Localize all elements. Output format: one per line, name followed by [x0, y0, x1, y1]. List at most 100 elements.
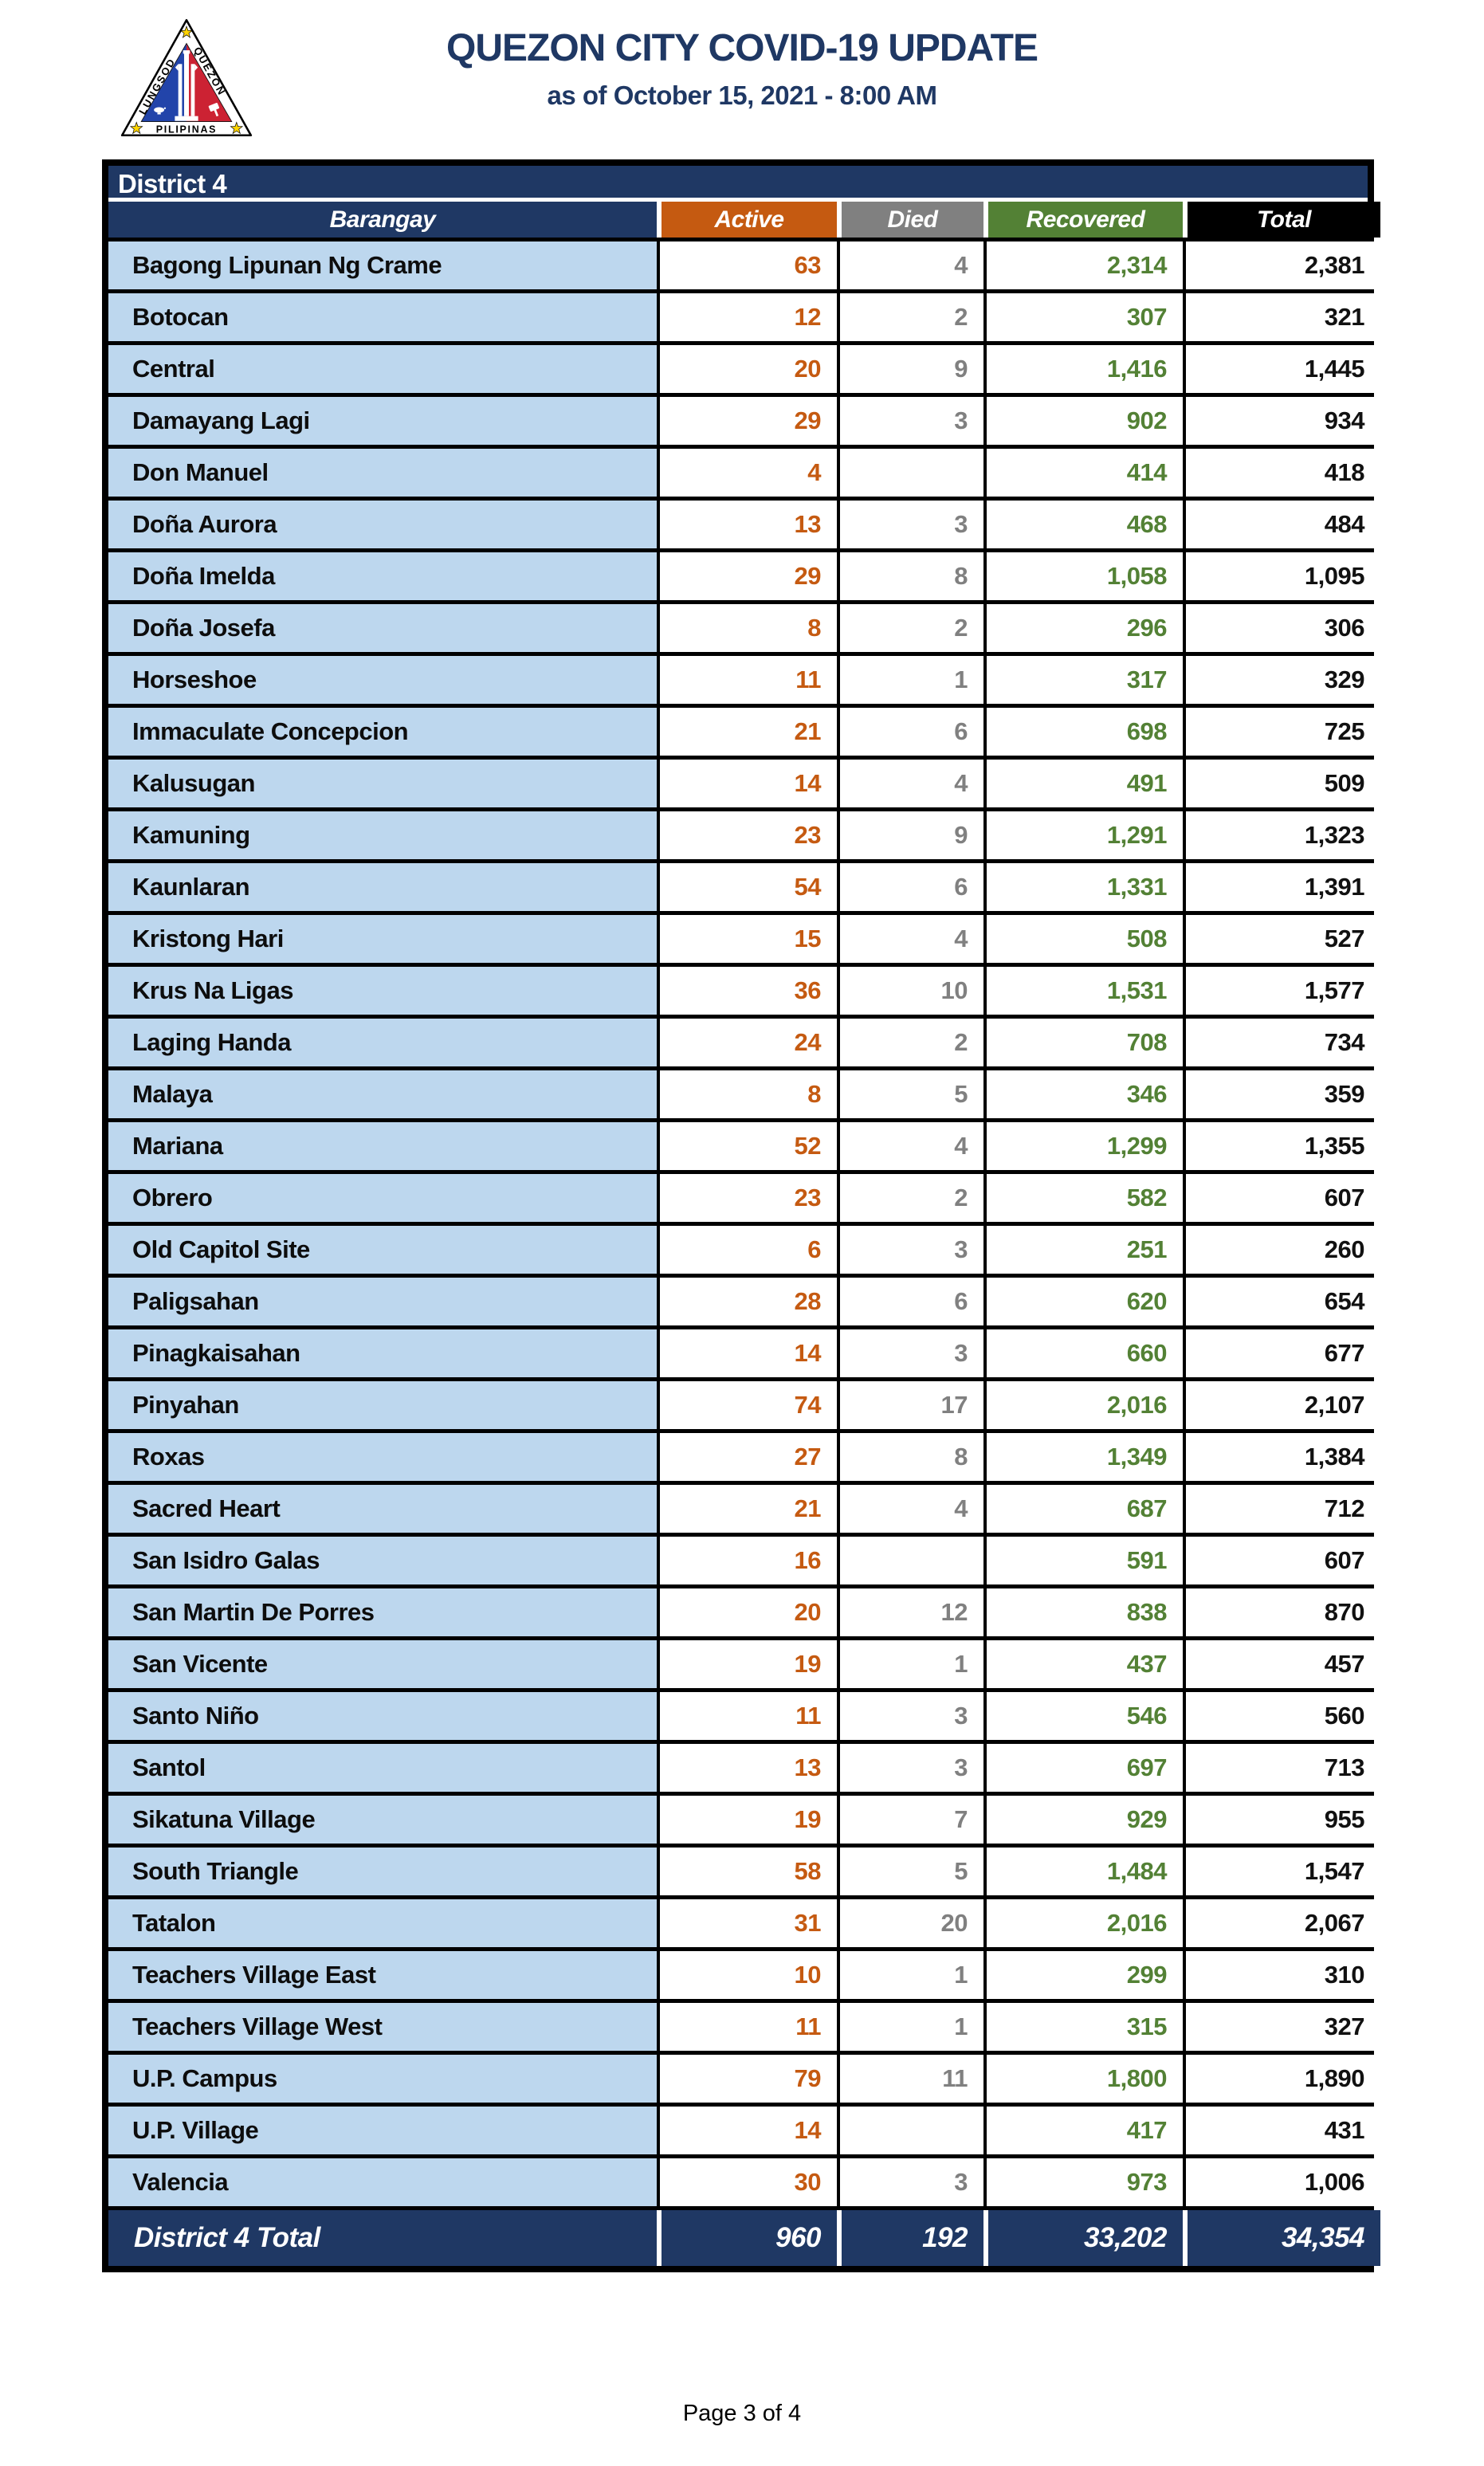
barangay-name-cell: Krus Na Ligas [108, 967, 657, 1015]
active-cell: 13 [657, 1744, 837, 1792]
recovered-cell: 508 [983, 915, 1183, 963]
total-cell: 306 [1183, 604, 1380, 652]
total-cell: 677 [1183, 1329, 1380, 1377]
active-cell: 15 [657, 915, 837, 963]
died-cell: 6 [837, 1278, 983, 1325]
active-cell: 19 [657, 1796, 837, 1844]
barangay-name-cell: San Vicente [108, 1640, 657, 1688]
active-cell: 79 [657, 2055, 837, 2103]
died-cell: 4 [837, 1122, 983, 1170]
barangay-name-cell: Central [108, 345, 657, 393]
barangay-name-cell: Damayang Lagi [108, 397, 657, 445]
table-row: Kalusugan 14 4 491 509 [108, 756, 1380, 807]
total-cell: 870 [1183, 1588, 1380, 1636]
district-total-total: 34,354 [1183, 2210, 1380, 2266]
total-cell: 527 [1183, 915, 1380, 963]
died-cell: 3 [837, 397, 983, 445]
active-cell: 20 [657, 345, 837, 393]
table-row: U.P. Village 14 417 431 [108, 2103, 1380, 2154]
table-row: Krus Na Ligas 36 10 1,531 1,577 [108, 963, 1380, 1015]
active-cell: 16 [657, 1537, 837, 1584]
table-row: Teachers Village East 10 1 299 310 [108, 1947, 1380, 1999]
table-row: Tatalon 31 20 2,016 2,067 [108, 1895, 1380, 1947]
barangay-name-cell: Santol [108, 1744, 657, 1792]
barangay-name-cell: Malaya [108, 1070, 657, 1118]
active-cell: 58 [657, 1848, 837, 1895]
died-cell: 20 [837, 1899, 983, 1947]
barangay-name-cell: Mariana [108, 1122, 657, 1170]
table-row: San Martin De Porres 20 12 838 870 [108, 1584, 1380, 1636]
died-cell: 8 [837, 1433, 983, 1481]
active-cell: 13 [657, 501, 837, 548]
recovered-cell: 2,314 [983, 241, 1183, 289]
died-cell: 3 [837, 1226, 983, 1274]
died-cell: 1 [837, 2003, 983, 2051]
barangay-name-cell: San Isidro Galas [108, 1537, 657, 1584]
recovered-cell: 582 [983, 1174, 1183, 1222]
active-cell: 36 [657, 967, 837, 1015]
active-cell: 21 [657, 708, 837, 756]
barangay-name-cell: Sikatuna Village [108, 1796, 657, 1844]
table-row: Doña Aurora 13 3 468 484 [108, 497, 1380, 548]
recovered-cell: 468 [983, 501, 1183, 548]
gavel-detail [208, 103, 220, 117]
barangay-name-cell: Valencia [108, 2158, 657, 2206]
recovered-cell: 546 [983, 1692, 1183, 1740]
quezon-city-seal-icon: LUNGSOD QUEZON PILIPINAS [120, 18, 253, 137]
table-row: Damayang Lagi 29 3 902 934 [108, 393, 1380, 445]
total-cell: 725 [1183, 708, 1380, 756]
total-cell: 713 [1183, 1744, 1380, 1792]
active-cell: 10 [657, 1951, 837, 1999]
table-row: Teachers Village West 11 1 315 327 [108, 1999, 1380, 2051]
died-cell: 11 [837, 2055, 983, 2103]
table-row: Doña Josefa 8 2 296 306 [108, 600, 1380, 652]
total-cell: 431 [1183, 2107, 1380, 2154]
died-cell: 9 [837, 811, 983, 859]
recovered-cell: 902 [983, 397, 1183, 445]
died-cell: 8 [837, 552, 983, 600]
recovered-cell: 251 [983, 1226, 1183, 1274]
barangay-name-cell: Doña Imelda [108, 552, 657, 600]
active-cell: 19 [657, 1640, 837, 1688]
barangay-name-cell: Santo Niño [108, 1692, 657, 1740]
barangay-name-cell: Kristong Hari [108, 915, 657, 963]
barangay-name-cell: Laging Handa [108, 1019, 657, 1066]
table-row: South Triangle 58 5 1,484 1,547 [108, 1844, 1380, 1895]
recovered-cell: 1,291 [983, 811, 1183, 859]
total-cell: 1,006 [1183, 2158, 1380, 2206]
recovered-cell: 299 [983, 1951, 1183, 1999]
barangay-name-cell: Pinagkaisahan [108, 1329, 657, 1377]
total-cell: 2,067 [1183, 1899, 1380, 1947]
total-cell: 2,381 [1183, 241, 1380, 289]
table-row: Bagong Lipunan Ng Crame 63 4 2,314 2,381 [108, 238, 1380, 289]
recovered-cell: 491 [983, 760, 1183, 807]
seal-text-bottom: PILIPINAS [156, 124, 217, 135]
recovered-cell: 591 [983, 1537, 1183, 1584]
recovered-cell: 687 [983, 1485, 1183, 1533]
died-cell: 2 [837, 1174, 983, 1222]
table-row: Pinagkaisahan 14 3 660 677 [108, 1325, 1380, 1377]
recovered-cell: 1,531 [983, 967, 1183, 1015]
total-cell: 1,384 [1183, 1433, 1380, 1481]
barangay-name-cell: Old Capitol Site [108, 1226, 657, 1274]
page-subtitle: as of October 15, 2021 - 8:00 AM [547, 80, 937, 110]
recovered-cell: 929 [983, 1796, 1183, 1844]
active-cell: 31 [657, 1899, 837, 1947]
barangay-name-cell: Bagong Lipunan Ng Crame [108, 241, 657, 289]
recovered-cell: 1,058 [983, 552, 1183, 600]
active-cell: 8 [657, 1070, 837, 1118]
died-cell: 4 [837, 241, 983, 289]
table-row: Malaya 8 5 346 359 [108, 1066, 1380, 1118]
died-cell: 9 [837, 345, 983, 393]
active-cell: 24 [657, 1019, 837, 1066]
died-cell: 7 [837, 1796, 983, 1844]
active-cell: 52 [657, 1122, 837, 1170]
died-cell: 1 [837, 1951, 983, 1999]
died-cell: 3 [837, 1329, 983, 1377]
district-total-active: 960 [657, 2210, 837, 2266]
recovered-cell: 346 [983, 1070, 1183, 1118]
barangay-name-cell: Horseshoe [108, 656, 657, 704]
table-row: Don Manuel 4 414 418 [108, 445, 1380, 497]
table-row: Paligsahan 28 6 620 654 [108, 1274, 1380, 1325]
active-cell: 29 [657, 552, 837, 600]
